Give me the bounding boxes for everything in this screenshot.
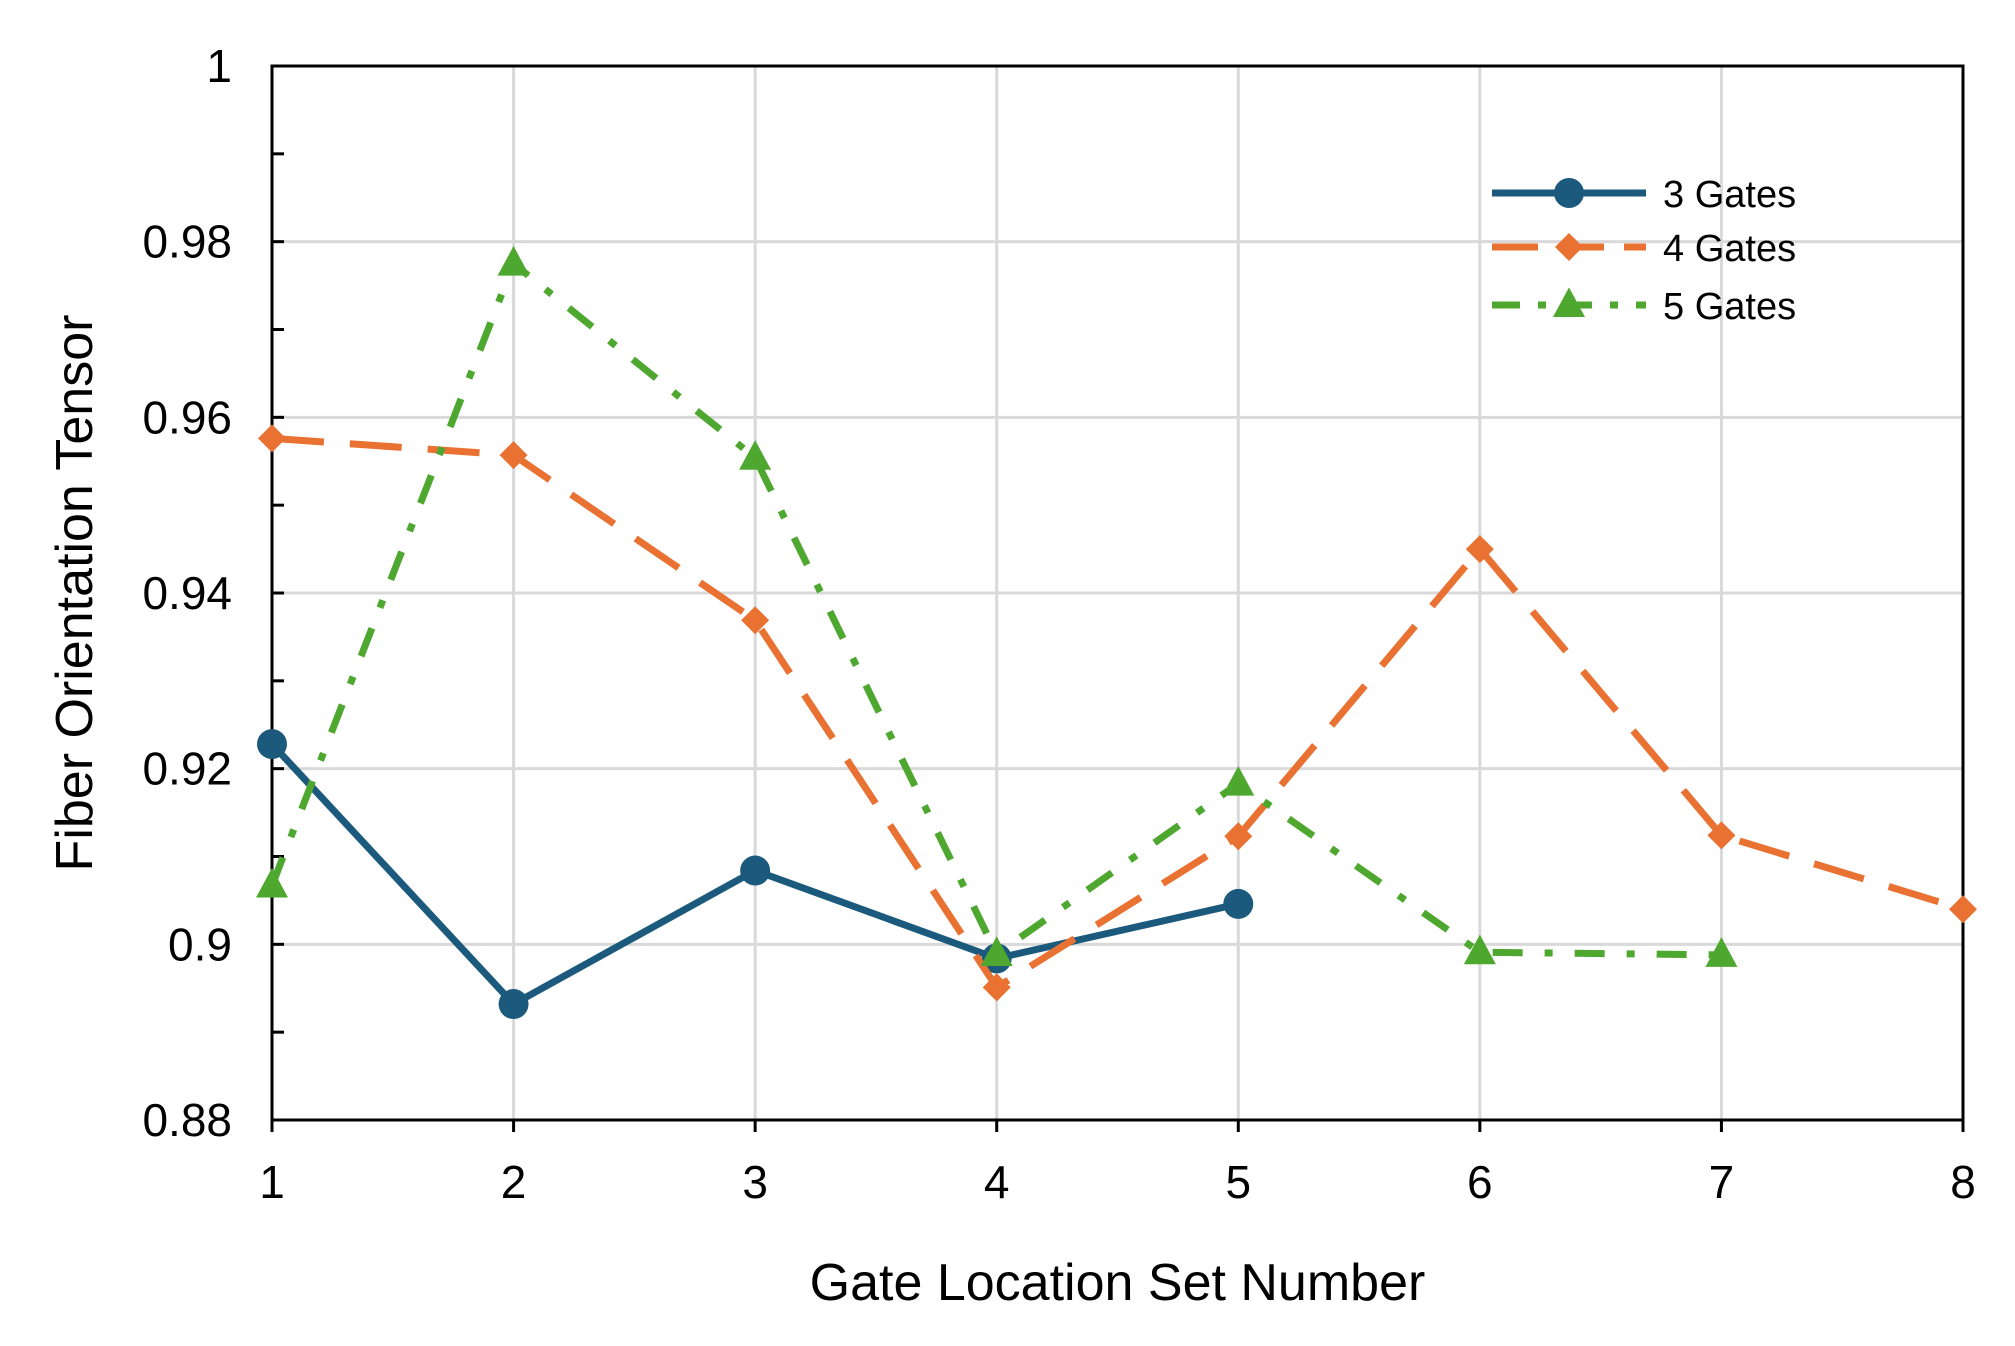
data-point-circle xyxy=(257,729,287,760)
legend-item: 3 Gates xyxy=(1492,174,1796,216)
data-point-triangle xyxy=(1222,765,1255,796)
x-tick-label: 3 xyxy=(742,1156,768,1208)
x-tick-label: 1 xyxy=(259,1156,285,1208)
data-point-circle xyxy=(1223,888,1254,919)
data-point-diamond xyxy=(499,441,528,470)
data-point-triangle xyxy=(1705,937,1738,967)
data-point-diamond xyxy=(982,973,1011,1002)
y-tick-label: 0.96 xyxy=(142,391,232,443)
y-tick-label: 0.94 xyxy=(142,567,232,619)
x-tick-label: 5 xyxy=(1225,1156,1251,1208)
y-axis-title: Fiber Orientation Tensor xyxy=(46,315,104,872)
data-point-circle xyxy=(1554,178,1584,208)
data-point-circle xyxy=(498,989,529,1020)
y-tick-label: 0.98 xyxy=(142,216,232,268)
series-group xyxy=(256,246,1977,1020)
legend-label: 3 Gates xyxy=(1663,174,1796,216)
data-point-triangle xyxy=(1553,287,1585,317)
legend-item: 4 Gates xyxy=(1492,228,1796,270)
series-5-gates xyxy=(256,246,1738,967)
y-tick-label: 0.9 xyxy=(168,918,232,970)
x-axis-title: Gate Location Set Number xyxy=(810,1254,1426,1312)
data-point-triangle xyxy=(980,936,1013,966)
legend: 3 Gates 4 Gates 5 Gates xyxy=(1492,174,1796,328)
data-point-circle xyxy=(740,855,771,886)
data-point-diamond xyxy=(1949,895,1977,924)
x-tick-label: 7 xyxy=(1709,1156,1735,1208)
data-point-diamond xyxy=(1555,233,1583,261)
tick-labels: 1 2 3 4 5 6 7 8 0.88 0.9 0.92 0.94 0.96 0.98 1 xyxy=(142,40,1975,1208)
legend-item: 5 Gates xyxy=(1492,286,1796,328)
data-point-triangle xyxy=(1463,934,1496,965)
legend-label: 5 Gates xyxy=(1663,286,1796,328)
data-point-triangle xyxy=(256,867,288,898)
data-point-diamond xyxy=(1224,822,1253,851)
data-point-diamond xyxy=(258,424,286,453)
legend-label: 4 Gates xyxy=(1663,228,1796,270)
series-line xyxy=(271,434,1965,991)
axes xyxy=(270,64,1965,1132)
data-point-triangle xyxy=(497,246,530,276)
x-tick-label: 2 xyxy=(501,1156,527,1208)
series-4-gates xyxy=(258,424,1977,1002)
x-tick-label: 6 xyxy=(1467,1156,1493,1208)
y-tick-label: 0.88 xyxy=(142,1094,232,1146)
data-point-diamond xyxy=(1707,821,1736,850)
y-tick-label: 1 xyxy=(206,40,232,92)
data-point-triangle xyxy=(739,440,772,470)
series-3-gates xyxy=(257,729,1254,1020)
x-tick-label: 8 xyxy=(1950,1156,1976,1208)
x-tick-label: 4 xyxy=(984,1156,1010,1208)
data-point-diamond xyxy=(1465,535,1494,564)
y-tick-label: 0.92 xyxy=(142,743,232,795)
data-point-diamond xyxy=(741,606,770,635)
